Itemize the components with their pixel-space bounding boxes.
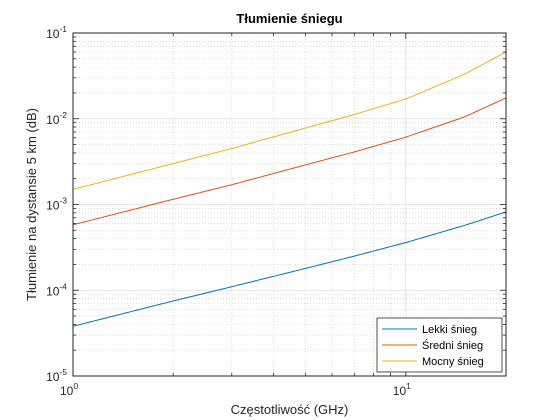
x-tick-label: 101 <box>393 381 411 398</box>
legend-label: Lekki śnieg <box>422 324 477 336</box>
series-line <box>72 211 507 327</box>
y-tick-label: 10-2 <box>46 110 67 127</box>
legend-label: Mocny śnieg <box>422 356 484 368</box>
series-line <box>72 97 507 226</box>
y-tick-label: 10-3 <box>46 196 67 213</box>
legend: Lekki śnieg Średni śnieg Mocny śnieg <box>376 317 503 373</box>
chart-title: Tłumienie śniegu <box>236 11 342 26</box>
x-tick-label: 100 <box>60 381 78 398</box>
y-tick-label: 10-1 <box>46 24 67 41</box>
y-tick-label: 10-5 <box>46 367 67 384</box>
y-tick-label: 10-4 <box>46 281 67 298</box>
x-axis-label: Częstotliwość (GHz) <box>231 402 349 417</box>
y-axis-label: Tłumienie na dystansie 5 km (dB) <box>24 108 39 301</box>
series-lines <box>72 51 507 327</box>
tick-labels: 100 101 10-5 10-4 10-3 10-2 10-1 <box>46 24 411 398</box>
legend-label: Średni śnieg <box>422 339 483 352</box>
tick-marks <box>72 32 507 377</box>
series-line <box>72 51 507 190</box>
